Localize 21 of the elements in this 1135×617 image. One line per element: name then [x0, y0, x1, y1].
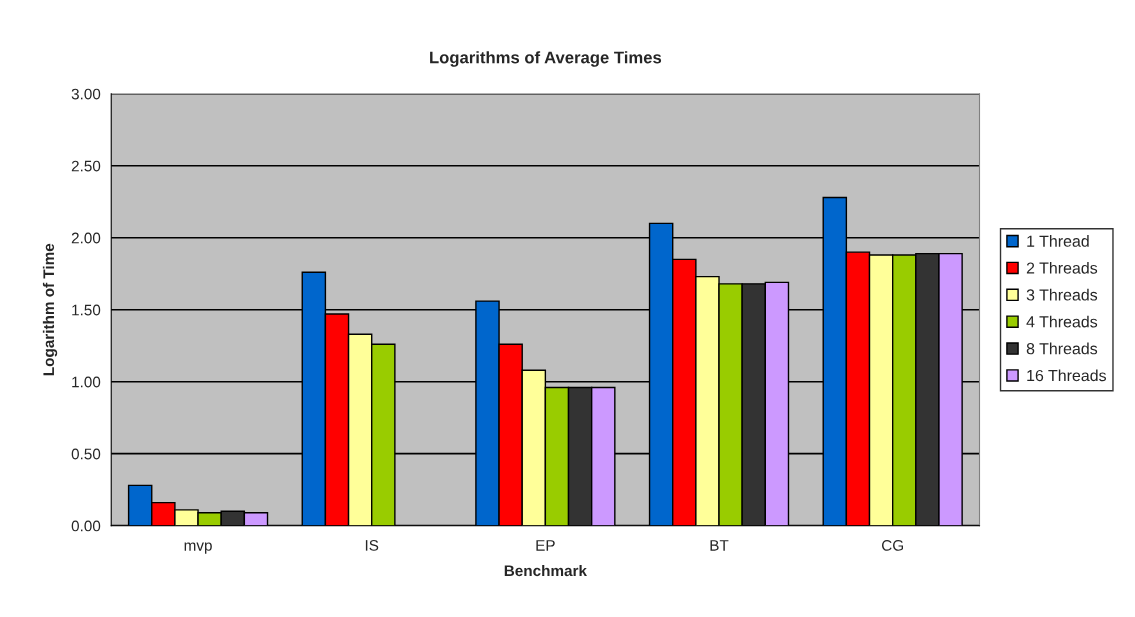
x-axis-title: Benchmark — [504, 564, 587, 577]
legend-label: 8 Threads — [1026, 342, 1098, 355]
y-tick-label: 0.50 — [71, 448, 101, 460]
y-tick-label: 0.00 — [71, 520, 101, 532]
y-tick-label: 2.00 — [71, 232, 101, 244]
y-tick-label: 2.50 — [71, 160, 101, 172]
y-tick-label: 3.00 — [71, 88, 101, 100]
legend-label: 4 Threads — [1026, 315, 1098, 328]
legend-label: 1 Thread — [1027, 235, 1089, 247]
legend-label: 3 Threads — [1026, 288, 1098, 301]
legend-label: 16 Threads — [1027, 369, 1107, 382]
x-tick-label: IS — [365, 539, 379, 551]
x-tick-label: CG — [881, 539, 903, 551]
legend-label: 2 Threads — [1026, 261, 1098, 274]
x-tick-label: BT — [710, 540, 729, 551]
x-tick-label: EP — [536, 540, 555, 551]
y-tick-label: 1.50 — [72, 304, 101, 316]
x-tick-label: mvp — [184, 542, 212, 554]
y-axis-title: Logarithm of Time — [42, 243, 58, 376]
y-tick-label: 1.00 — [72, 376, 101, 388]
chart-title: Logarithms of Average Times — [430, 51, 662, 67]
